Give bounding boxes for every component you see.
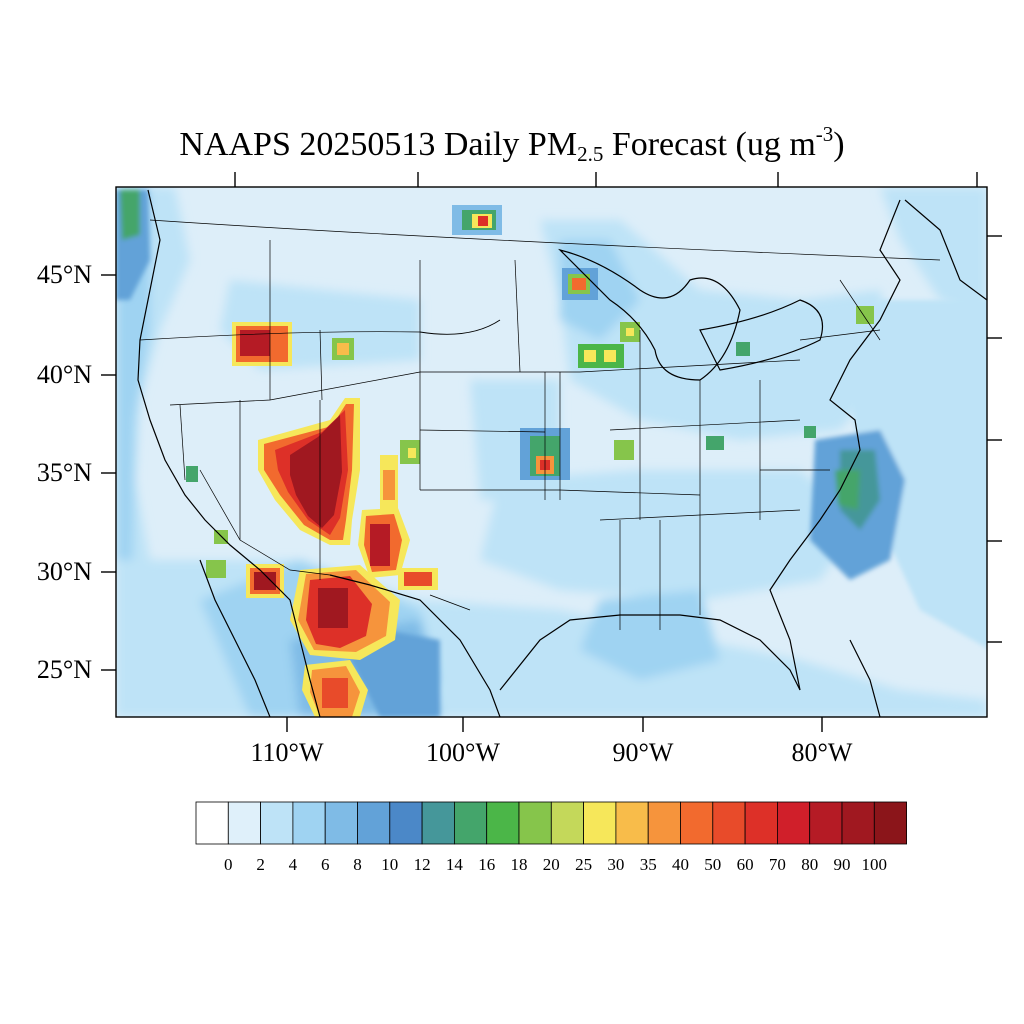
colorbar-label: 90	[833, 855, 851, 874]
colorbar-label: 70	[768, 855, 786, 874]
colorbar-swatch	[744, 801, 778, 845]
colorbar-label: 10	[381, 855, 399, 874]
map-plot-area	[116, 187, 987, 717]
lon-label-110: 110°W	[250, 738, 324, 767]
colorbar-label: 100	[861, 855, 888, 874]
colorbar-swatch	[809, 801, 843, 845]
colorbar-swatch	[292, 801, 326, 845]
title-after: Forecast (ug m	[603, 126, 816, 163]
coastlines	[137, 189, 987, 717]
colorbar-label: 25	[575, 855, 593, 874]
colorbar-label: 30	[607, 855, 625, 874]
colorbar-swatch	[841, 801, 875, 845]
smoke-plume-minnesota	[562, 268, 598, 300]
colorbar-swatch	[357, 801, 391, 845]
smoke-plume-idaho	[232, 322, 292, 366]
colorbar-swatch	[615, 801, 649, 845]
colorbar-swatch	[389, 801, 423, 845]
state-boundaries	[139, 219, 941, 630]
colorbar-swatch	[680, 801, 714, 845]
smoke-plume-chihuahua	[290, 565, 400, 660]
lon-label-90: 90°W	[612, 738, 674, 767]
map-frame	[115, 186, 988, 718]
colorbar-swatch	[227, 801, 262, 845]
lon-label-80: 80°W	[791, 738, 853, 767]
title-subscript: 2.5	[577, 142, 604, 166]
colorbar-swatch	[518, 801, 552, 845]
smoke-plume-sinaloa	[302, 660, 368, 717]
colorbar-label: 2	[256, 855, 265, 874]
map-title: NAAPS 20250513 Daily PM2.5 Forecast (ug …	[0, 112, 1024, 176]
colorbar-label: 80	[801, 855, 819, 874]
smoke-plume-north-dakota	[452, 205, 502, 235]
smoke-plume-newmexico	[358, 455, 438, 590]
colorbar-label: 0	[224, 855, 233, 874]
colorbar-label: 8	[353, 855, 362, 874]
colorbar-label: 6	[320, 855, 330, 874]
colorbar-swatch	[195, 801, 229, 845]
lat-label-40: 40°N	[36, 360, 92, 389]
colorbar-swatch	[324, 801, 358, 845]
colorbar-swatch	[873, 801, 907, 845]
title-superscript: -3	[815, 122, 834, 146]
aerosol-field-mid	[116, 190, 987, 717]
colorbar-label: 40	[672, 855, 689, 874]
colorbar-label: 50	[704, 855, 722, 874]
lon-label-100: 100°W	[426, 738, 500, 767]
lat-label-35: 35°N	[36, 458, 92, 487]
colorbar-label: 60	[736, 855, 754, 874]
colorbar-swatch	[647, 801, 681, 845]
smoke-plume-wyoming	[332, 338, 354, 360]
colorbar-label: 35	[639, 855, 657, 874]
colorbar-label: 20	[542, 855, 560, 874]
lat-label-45: 45°N	[36, 260, 92, 289]
colorbar-swatch	[550, 801, 584, 845]
colorbar-swatch	[453, 801, 488, 845]
title-close: )	[833, 126, 845, 163]
colorbar-label: 4	[288, 855, 298, 874]
colorbar-label: 14	[445, 855, 463, 874]
tick-marks	[101, 172, 1002, 732]
colorbar-swatch	[712, 801, 746, 845]
colorbar-swatch	[583, 801, 617, 845]
lat-label-30: 30°N	[36, 557, 92, 586]
colorbar	[195, 801, 907, 845]
colorbar-swatch	[777, 801, 811, 845]
colorbar-label: 12	[413, 855, 431, 874]
colorbar-swatch	[421, 801, 455, 845]
colorbar-swatch	[260, 801, 294, 845]
colorbar-swatch	[486, 801, 520, 845]
title-main: NAAPS 20250513 Daily PM	[179, 126, 578, 163]
colorbar-label: 16	[478, 855, 496, 874]
colorbar-label: 18	[510, 855, 528, 874]
smoke-plume-arizona	[258, 398, 360, 545]
haze-great-lakes	[186, 306, 874, 544]
canada-mexico-borders	[419, 319, 501, 611]
lat-label-25: 25°N	[36, 655, 92, 684]
smoke-plume-sonora	[206, 560, 284, 598]
